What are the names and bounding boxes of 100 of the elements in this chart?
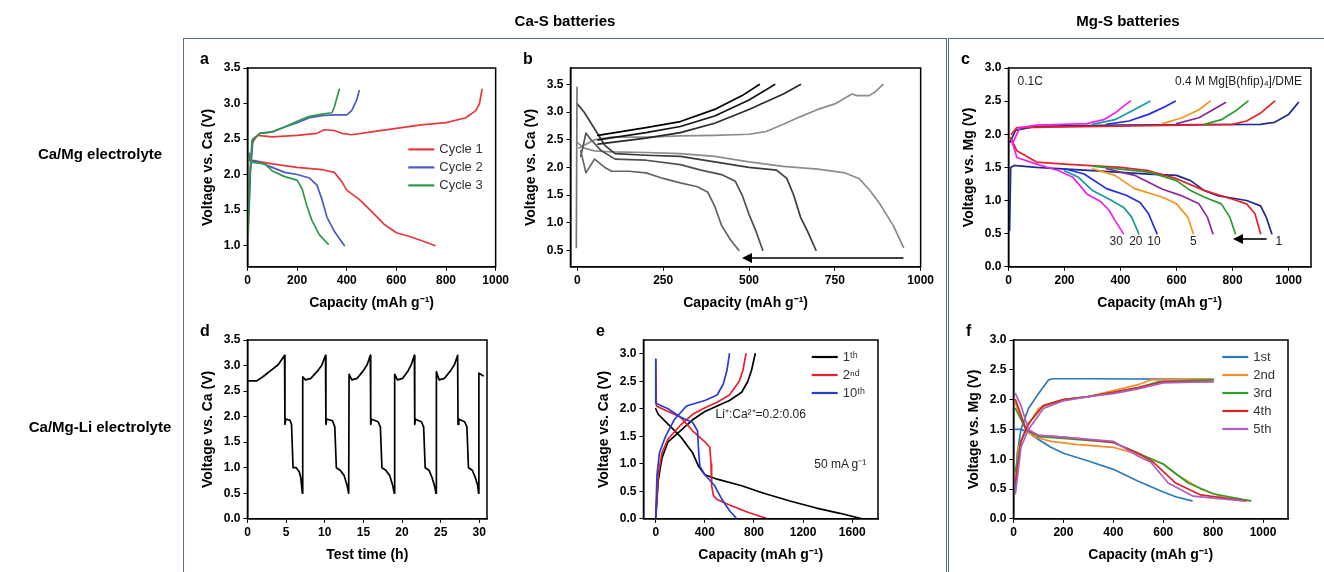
x-axis-title: Capacity (mAh g⁻¹) <box>1097 294 1223 311</box>
y-tick-label: 1.0 <box>989 451 1007 466</box>
x-tick-label: 800 <box>743 525 765 540</box>
chart-title: c <box>961 50 970 68</box>
y-tick-label: 1.0 <box>546 214 564 229</box>
x-tick-label: 250 <box>653 273 674 288</box>
y-tick-label: 2.5 <box>546 132 564 147</box>
x-tick-label: 500 <box>738 273 760 288</box>
legend-label: 3rd <box>1253 384 1273 400</box>
chart-title: d <box>200 322 210 340</box>
y-tick-label: 2.5 <box>989 362 1007 377</box>
y-tick-label: 3.0 <box>223 357 241 372</box>
y-axis-title: Voltage vs. Mg (V) <box>965 369 982 490</box>
y-tick-label: 0.0 <box>989 511 1007 526</box>
legend-label: Cycle 1 <box>439 140 483 156</box>
y-tick-label: 1.0 <box>619 456 637 471</box>
legend-label: 4th <box>1253 402 1272 418</box>
x-tick-label: 200 <box>287 273 308 288</box>
y-tick-label: 1.5 <box>223 434 241 449</box>
legend-label: 1ᵗʰ <box>842 348 858 364</box>
legend-label: 10ᵗʰ <box>842 384 866 400</box>
x-tick-label: 15 <box>356 525 371 540</box>
y-tick-label: 0.0 <box>619 511 637 526</box>
y-tick-label: 3.5 <box>546 76 564 91</box>
y-tick-label: 1.5 <box>619 428 637 443</box>
x-tick-label: 200 <box>1054 273 1075 288</box>
x-tick-label: 800 <box>436 273 457 288</box>
y-tick-label: 1.5 <box>989 421 1007 436</box>
y-tick-label: 3.0 <box>984 60 1002 75</box>
x-tick-label: 5 <box>282 525 290 540</box>
annotation: 0.4 M Mg[B(hfip)₄]/DME <box>1174 74 1302 89</box>
x-tick-label: 400 <box>336 273 358 288</box>
text: Ca-S batteries <box>513 12 617 29</box>
x-tick-label: 800 <box>1222 273 1243 288</box>
x-tick-label: 10 <box>318 525 332 540</box>
y-tick-label: 3.5 <box>223 60 241 75</box>
x-tick-label: 400 <box>694 525 716 540</box>
legend-label: 2ⁿᵈ <box>842 366 860 382</box>
x-tick-label: 400 <box>1110 273 1131 288</box>
annotation: 0.1C <box>1017 74 1044 89</box>
x-axis-title: Capacity (mAh g⁻¹) <box>309 294 434 311</box>
annotation: 5 <box>1189 234 1197 249</box>
y-tick-label: 1.5 <box>546 187 564 202</box>
legend-label: Cycle 3 <box>439 176 483 192</box>
legend-label: 1st <box>1253 348 1272 364</box>
x-tick-label: 600 <box>1153 525 1174 540</box>
legend-label: 2nd <box>1253 366 1276 382</box>
x-axis-title: Capacity (mAh g⁻¹) <box>698 546 824 563</box>
y-tick-label: 1.5 <box>984 159 1002 174</box>
y-axis-title: Voltage vs. Ca (V) <box>199 370 216 489</box>
y-tick-label: 1.0 <box>223 237 241 252</box>
chart-title: b <box>523 50 533 68</box>
annotation: 50 mA g⁻¹ <box>814 457 867 472</box>
x-tick-label: 1000 <box>1249 525 1277 540</box>
x-tick-label: 600 <box>386 273 407 288</box>
x-tick-label: 0 <box>244 273 252 288</box>
x-tick-label: 1000 <box>1275 273 1303 288</box>
y-tick-label: 0.5 <box>984 225 1002 240</box>
x-tick-label: 1000 <box>482 273 510 288</box>
y-tick-label: 0.5 <box>546 242 564 257</box>
chart-title: f <box>966 322 972 340</box>
x-tick-label: 0 <box>574 273 581 288</box>
x-tick-label: 1600 <box>838 525 866 540</box>
text: Ca/Mg-Li electrolyte <box>27 418 173 435</box>
y-axis-title: Voltage vs. Ca (V) <box>595 370 612 489</box>
y-tick-label: 0.0 <box>984 259 1002 274</box>
text: Ca/Mg electrolyte <box>36 145 164 162</box>
y-tick-label: 3.0 <box>546 104 564 119</box>
y-tick-label: 2.5 <box>619 373 637 388</box>
x-tick-label: 30 <box>472 525 487 540</box>
annotation: 10 <box>1147 234 1161 249</box>
x-tick-label: 800 <box>1203 525 1224 540</box>
y-tick-label: 0.0 <box>223 511 241 526</box>
x-tick-label: 1000 <box>907 273 935 288</box>
legend-label: 5th <box>1253 420 1272 436</box>
y-tick-label: 0.5 <box>223 485 241 500</box>
y-tick-label: 0.5 <box>619 483 637 498</box>
y-tick-label: 2.0 <box>619 401 637 416</box>
y-tick-label: 2.0 <box>223 408 241 423</box>
x-tick-label: 600 <box>1166 273 1187 288</box>
y-tick-label: 2.5 <box>223 131 241 146</box>
text: Mg-S batteries <box>1075 12 1181 29</box>
x-tick-label: 750 <box>824 273 846 288</box>
x-axis-title: Capacity (mAh g⁻¹) <box>1088 546 1214 563</box>
y-axis-title: Voltage vs. Ca (V) <box>522 108 539 227</box>
x-tick-label: 400 <box>1103 525 1124 540</box>
y-tick-label: 2.5 <box>223 383 241 398</box>
y-tick-label: 2.0 <box>984 126 1002 141</box>
x-tick-label: 0 <box>1005 273 1013 288</box>
y-tick-label: 1.0 <box>223 460 241 475</box>
y-tick-label: 2.5 <box>984 93 1002 108</box>
y-tick-label: 2.0 <box>989 391 1007 406</box>
y-tick-label: 3.0 <box>619 346 637 361</box>
x-tick-label: 0 <box>652 525 660 540</box>
chart-title: a <box>200 50 209 68</box>
y-tick-label: 2.0 <box>546 159 564 174</box>
annotation: 30 <box>1109 234 1124 249</box>
y-tick-label: 3.5 <box>223 332 241 347</box>
y-tick-label: 1.0 <box>984 192 1002 207</box>
y-tick-label: 2.0 <box>223 166 241 181</box>
